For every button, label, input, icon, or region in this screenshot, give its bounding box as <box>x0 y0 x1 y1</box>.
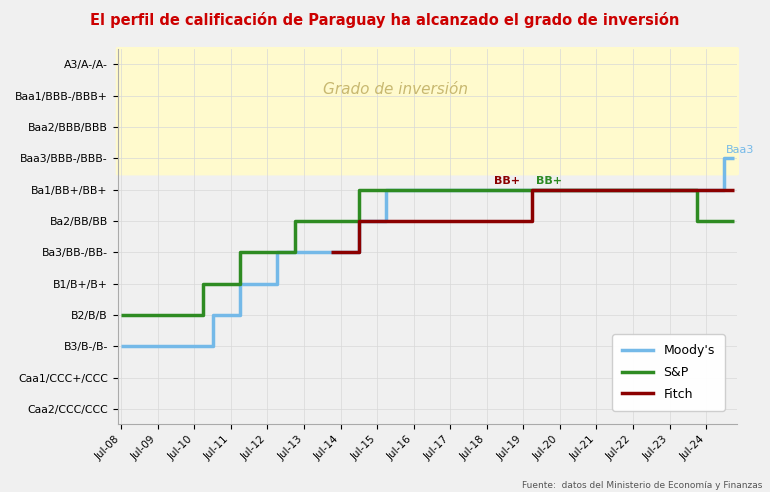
Text: Grado de inversión: Grado de inversión <box>323 82 468 97</box>
Legend: Moody's, S&P, Fitch: Moody's, S&P, Fitch <box>612 334 725 411</box>
Text: BB+: BB+ <box>494 177 520 186</box>
Text: Baa3: Baa3 <box>726 145 755 155</box>
FancyBboxPatch shape <box>116 47 739 176</box>
Text: El perfil de calificación de Paraguay ha alcanzado el grado de inversión: El perfil de calificación de Paraguay ha… <box>90 12 680 29</box>
Text: Fuente:  datos del Ministerio de Economía y Finanzas: Fuente: datos del Ministerio de Economía… <box>522 481 762 490</box>
Text: BB+: BB+ <box>536 177 562 186</box>
